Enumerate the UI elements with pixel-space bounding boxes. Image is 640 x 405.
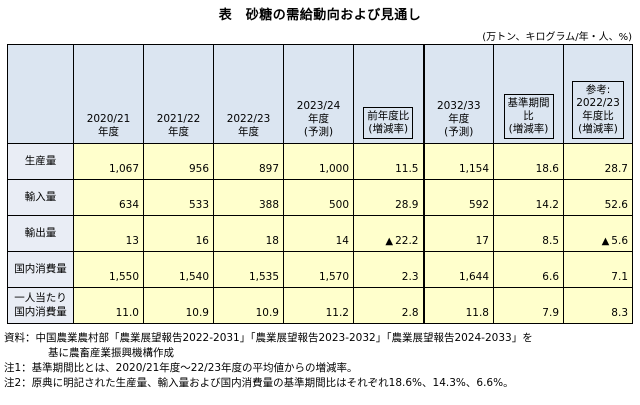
table-cell: 10.9 — [143, 287, 214, 324]
row-label: 生産量 — [7, 143, 74, 180]
table-cell: 1,540 — [143, 251, 214, 288]
negative-marker-icon: ▲ — [385, 235, 394, 247]
table-cell: ▲ 22.2 — [353, 215, 424, 252]
table-cell: 1,154 — [422, 143, 494, 180]
table-cell: 8.3 — [563, 287, 633, 324]
negative-marker-icon: ▲ — [601, 235, 610, 247]
column-header: 基準期間 比 (増減率) — [493, 44, 564, 144]
supply-demand-table: 2020/21 年度 2021/22 年度 2022/23 年度 2023/24… — [7, 44, 633, 324]
column-header: 参考: 2022/23 年度比 (増減率) — [563, 44, 633, 144]
column-header: 2020/21 年度 — [73, 44, 144, 144]
source-note: 資料：中国農業農村部「農業展望報告2022-2031」「農業展望報告2023-2… — [4, 332, 533, 344]
table-cell: 10.9 — [213, 287, 284, 324]
header-row: 2020/21 年度 2021/22 年度 2022/23 年度 2023/24… — [7, 44, 633, 144]
table-cell: 7.9 — [493, 287, 564, 324]
table-row: 生産量 1,067 956 897 1,000 11.5 1,154 18.6 … — [7, 143, 633, 180]
table-cell: 14 — [283, 215, 354, 252]
table-row: 国内消費量 1,550 1,540 1,535 1,570 2.3 1,644 … — [7, 251, 633, 288]
table-title: 表 砂糖の需給動向および見通し — [218, 8, 422, 23]
table-cell: 11.8 — [422, 287, 494, 324]
row-label: 国内消費量 — [7, 251, 74, 288]
table-cell: 11.2 — [283, 287, 354, 324]
table-cell: 14.2 — [493, 179, 564, 216]
column-header: 2022/23 年度 — [213, 44, 284, 144]
table-cell: 1,570 — [283, 251, 354, 288]
table-cell: 533 — [143, 179, 214, 216]
table-cell: 897 — [213, 143, 284, 180]
table-cell: 18.6 — [493, 143, 564, 180]
row-label: 一人当たり 国内消費量 — [7, 287, 74, 324]
notes-block: 資料：中国農業農村部「農業展望報告2022-2031」「農業展望報告2023-2… — [4, 331, 636, 391]
table-cell: 7.1 — [563, 251, 633, 288]
table-cell: 592 — [422, 179, 494, 216]
table-cell: 2.8 — [353, 287, 424, 324]
table-cell: 52.6 — [563, 179, 633, 216]
table-cell: 1,644 — [422, 251, 494, 288]
row-label: 輸出量 — [7, 215, 74, 252]
table-cell: 956 — [143, 143, 214, 180]
table-cell: 388 — [213, 179, 284, 216]
row-label: 輸入量 — [7, 179, 74, 216]
source-note-continued: 基に農畜産業振興機構作成 — [48, 347, 174, 359]
table-cell: 13 — [73, 215, 144, 252]
column-header: 前年度比 (増減率) — [353, 44, 424, 144]
table-cell: 500 — [283, 179, 354, 216]
table-cell: 18 — [213, 215, 284, 252]
table-cell: 16 — [143, 215, 214, 252]
corner-cell — [7, 44, 74, 144]
table-cell: 28.9 — [353, 179, 424, 216]
table-cell: 17 — [422, 215, 494, 252]
footnote-1: 注1：基準期間比とは、2020/21年度〜22/23年度の平均値からの増減率。 — [4, 362, 358, 374]
table-row: 輸入量 634 533 388 500 28.9 592 14.2 52.6 — [7, 179, 633, 216]
column-header: 2023/24 年度 (予測) — [283, 44, 354, 144]
table-row: 輸出量 13 16 18 14 ▲ 22.2 17 8.5 ▲ 5.6 — [7, 215, 633, 252]
table-cell: 1,000 — [283, 143, 354, 180]
unit-label: (万トン、キログラム/年・人、%) — [482, 32, 632, 43]
table-row: 一人当たり 国内消費量 11.0 10.9 10.9 11.2 2.8 11.8… — [7, 287, 633, 324]
table-cell: 8.5 — [493, 215, 564, 252]
table-cell: 1,535 — [213, 251, 284, 288]
table-cell: 6.6 — [493, 251, 564, 288]
table-cell: 11.0 — [73, 287, 144, 324]
table-cell: 28.7 — [563, 143, 633, 180]
table-cell: 2.3 — [353, 251, 424, 288]
column-header: 2032/33 年度 (予測) — [422, 44, 494, 144]
footnote-2: 注2：原典に明記された生産量、輸入量および国内消費量の基準期間比はそれぞれ18.… — [4, 377, 514, 389]
table-cell: 1,067 — [73, 143, 144, 180]
table-cell: 634 — [73, 179, 144, 216]
table-cell: 11.5 — [353, 143, 424, 180]
table-cell: 1,550 — [73, 251, 144, 288]
column-header: 2021/22 年度 — [143, 44, 214, 144]
table-cell: ▲ 5.6 — [563, 215, 633, 252]
